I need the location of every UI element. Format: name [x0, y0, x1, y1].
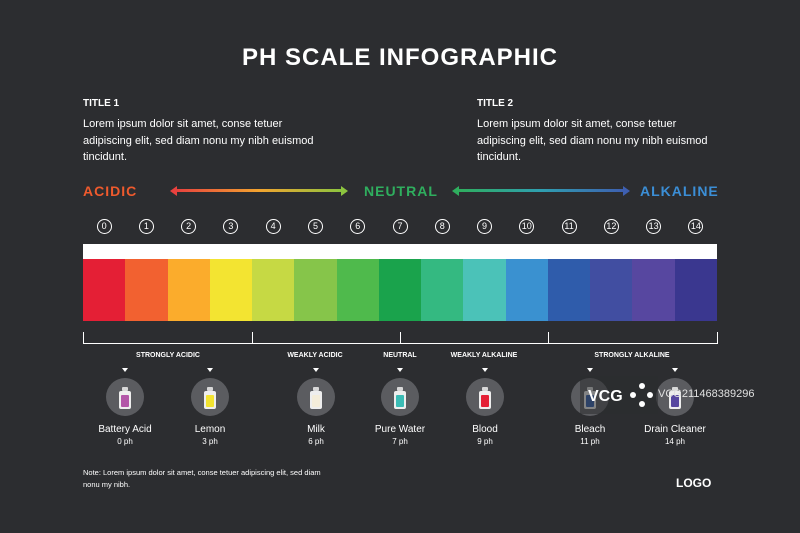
ph-swatch-13 — [632, 259, 675, 321]
bracket-divider — [400, 332, 401, 344]
ph-number-0: 0 — [96, 219, 112, 234]
section-2-heading: TITLE 2 — [477, 98, 514, 109]
pointer-icon — [207, 368, 213, 372]
ph-number-7: 7 — [392, 219, 408, 234]
watermark-brand: VCG — [588, 388, 623, 405]
ph-swatch-6 — [336, 259, 379, 321]
ph-number-1: 1 — [138, 219, 154, 234]
group-label-neutral: NEUTRAL — [383, 352, 417, 359]
watermark-id: VCG211468389296 — [658, 388, 755, 400]
ph-swatch-12 — [590, 259, 633, 321]
ph-swatch-9 — [463, 259, 506, 321]
substance-ph: 7 ph — [392, 437, 408, 446]
ph-swatch-1 — [125, 259, 168, 321]
pointer-icon — [672, 368, 678, 372]
substance-ph: 6 ph — [308, 437, 324, 446]
substance-ph: 11 ph — [580, 437, 600, 446]
ph-number-12: 12 — [603, 219, 619, 234]
substance-ph: 14 ph — [664, 437, 686, 446]
pointer-icon — [587, 368, 593, 372]
ph-number-3: 3 — [223, 219, 239, 234]
ph-swatch-0 — [83, 259, 126, 321]
bottle-icon — [191, 378, 229, 416]
ph-number-2: 2 — [181, 219, 197, 234]
ph-number-4: 4 — [265, 219, 281, 234]
substance-ph: 9 ph — [477, 437, 493, 446]
ph-number-8: 8 — [434, 219, 450, 234]
ph-number-13: 13 — [646, 219, 662, 234]
substance-name: Lemon — [194, 424, 226, 435]
ph-swatch-7 — [378, 259, 422, 321]
ph-swatch-5 — [294, 259, 337, 321]
page-title: PH SCALE INFOGRAPHIC — [241, 44, 558, 71]
pointer-icon — [122, 368, 128, 372]
ph-number-14: 14 — [688, 219, 704, 234]
section-1-heading: TITLE 1 — [83, 98, 120, 109]
bracket-alkaline — [548, 332, 718, 344]
ph-swatch-8 — [421, 259, 464, 321]
acidic-label: ACIDIC — [83, 183, 138, 199]
logo: LOGO — [676, 476, 712, 490]
alkaline-label: ALKALINE — [640, 183, 719, 199]
ph-number-5: 5 — [307, 219, 323, 234]
ph-number-6: 6 — [350, 219, 366, 234]
vcg-watermark-icon: VCG — [580, 376, 658, 414]
group-label-strongly-acidic: STRONGLY ACIDIC — [136, 352, 200, 359]
ph-swatch-14 — [674, 259, 717, 321]
pointer-icon — [482, 368, 488, 372]
footnote: Note: Lorem ipsum dolor sit amet, conse … — [83, 468, 321, 489]
section-2-text: Lorem ipsum dolor sit amet, conse tetuer… — [477, 118, 708, 163]
group-label-weakly-alkaline: WEAKLY ALKALINE — [450, 352, 518, 359]
bottle-icon — [106, 378, 144, 416]
substance-name: Milk — [307, 424, 325, 435]
scale-top-bar — [83, 244, 717, 259]
alkaline-arrow-icon — [452, 185, 630, 196]
substance-ph: 0 ph — [117, 437, 133, 446]
ph-swatch-3 — [209, 259, 253, 321]
ph-swatch-2 — [167, 259, 210, 321]
pointer-icon — [313, 368, 319, 372]
substance-name: Pure Water — [374, 424, 426, 435]
substance-name: Drain Cleaner — [644, 424, 706, 435]
bottle-icon — [381, 378, 419, 416]
ph-color-scale — [83, 259, 717, 321]
group-label-strongly-alkaline: STRONGLY ALKALINE — [594, 352, 670, 359]
ph-number-9: 9 — [477, 219, 493, 234]
ph-number-11: 11 — [561, 219, 577, 234]
bottle-icon — [466, 378, 504, 416]
acidic-arrow-icon — [170, 185, 348, 196]
bottle-icon — [297, 378, 335, 416]
group-label-weakly-acidic: WEAKLY ACIDIC — [287, 352, 343, 359]
section-1-text: Lorem ipsum dolor sit amet, conse tetuer… — [83, 118, 314, 163]
ph-swatch-10 — [505, 259, 548, 321]
substance-name: Bleach — [574, 424, 606, 435]
pointer-icon — [397, 368, 403, 372]
neutral-label: NEUTRAL — [364, 183, 438, 199]
bottle-icon — [656, 378, 694, 416]
substance-ph: 3 ph — [202, 437, 218, 446]
ph-number-10: 10 — [519, 219, 535, 234]
ph-swatch-4 — [252, 259, 295, 321]
bracket-acidic — [83, 332, 253, 344]
substance-name: Battery Acid — [98, 424, 152, 435]
substance-name: Blood — [472, 424, 498, 435]
ph-swatch-11 — [547, 259, 591, 321]
